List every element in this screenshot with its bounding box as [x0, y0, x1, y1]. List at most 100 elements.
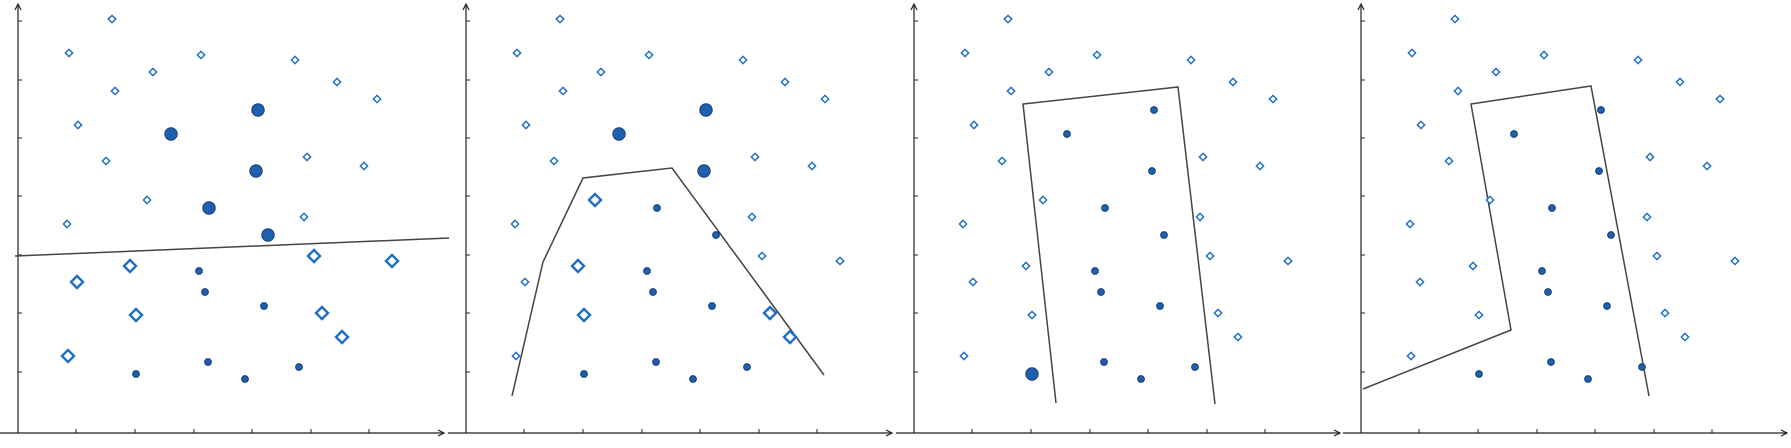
circle-point [1547, 358, 1555, 366]
circle-point [132, 370, 140, 378]
diamond-point [1539, 50, 1549, 60]
circle-point [201, 288, 209, 296]
diamond-point [107, 14, 117, 24]
y-axis-arrow [1357, 2, 1365, 11]
diamond-point [958, 219, 968, 229]
circle-point [1150, 106, 1158, 114]
circle-point-highlighted [612, 127, 626, 141]
diamond-point [1491, 67, 1501, 77]
diamond-point [1406, 351, 1416, 361]
diamond-point [747, 212, 757, 222]
diamond-point [1092, 50, 1102, 60]
panel-4 [1343, 2, 1789, 437]
decision-boundary [1362, 85, 1650, 397]
diamond-point [1283, 256, 1293, 266]
diamond-point [148, 67, 158, 77]
diamond-point [1205, 251, 1215, 261]
diamond-point [1186, 55, 1196, 65]
circle-point-highlighted [202, 201, 216, 215]
diamond-point [968, 277, 978, 287]
diamond-point [1485, 195, 1495, 205]
circle-point [1538, 267, 1546, 275]
circle-point [689, 375, 697, 383]
diamond-point-highlighted [128, 307, 144, 323]
circle-point [1191, 363, 1199, 371]
panel-3 [896, 2, 1342, 437]
diamond-point [332, 77, 342, 87]
circle-point [1510, 130, 1518, 138]
diamond-point [1660, 308, 1670, 318]
diamond-point [757, 251, 767, 261]
circle-point [1548, 204, 1556, 212]
circle-point [1595, 167, 1603, 175]
diamond-point [372, 94, 382, 104]
circle-point [580, 370, 588, 378]
diamond-point [101, 156, 111, 166]
circle-point [1097, 288, 1105, 296]
diamond-point [1468, 261, 1478, 271]
circle-point [1148, 167, 1156, 175]
diamond-point [1228, 77, 1238, 87]
diamond-point-highlighted [587, 192, 603, 208]
circle-point [708, 302, 716, 310]
diamond-point [62, 219, 72, 229]
diamond-point [520, 277, 530, 287]
diamond-point [302, 152, 312, 162]
diamond-point [1730, 256, 1740, 266]
diamond-point-highlighted [782, 329, 798, 345]
circle-point-highlighted [251, 103, 265, 117]
diamond-point [960, 48, 970, 58]
diamond-point [1444, 156, 1454, 166]
diamond-point [1675, 77, 1685, 87]
diamond-point [1405, 219, 1415, 229]
panels-group [0, 2, 1789, 437]
diamond-point-highlighted [69, 274, 85, 290]
circle-point [743, 363, 751, 371]
circle-point-highlighted [261, 228, 275, 242]
diamond-point [558, 86, 568, 96]
diamond-point [1642, 212, 1652, 222]
diamond-point [969, 120, 979, 130]
circle-point [1544, 288, 1552, 296]
circle-point [1638, 363, 1646, 371]
diamond-point [510, 219, 520, 229]
circle-point [260, 302, 268, 310]
diamond-point [807, 161, 817, 171]
circle-point [1091, 267, 1099, 275]
diamond-point [521, 120, 531, 130]
circle-point [712, 231, 720, 239]
diamond-point [1027, 310, 1037, 320]
circle-point [241, 375, 249, 383]
diamond-point [1702, 161, 1712, 171]
diamond-point [780, 77, 790, 87]
decision-boundary [1022, 86, 1216, 405]
diamond-point [1021, 261, 1031, 271]
diamond-point [1038, 195, 1048, 205]
diamond-point [511, 351, 521, 361]
circle-point [649, 288, 657, 296]
diamond-point [110, 86, 120, 96]
circle-point [653, 204, 661, 212]
diamond-point-highlighted [122, 258, 138, 274]
circle-point [643, 267, 651, 275]
circle-point [1137, 375, 1145, 383]
x-axis-arrow [1333, 429, 1342, 437]
y-axis-arrow [910, 2, 918, 11]
diamond-point-highlighted [314, 305, 330, 321]
diamond-point-highlighted [384, 253, 400, 269]
diamond-point [1652, 251, 1662, 261]
circle-point [1475, 370, 1483, 378]
diamond-point [1213, 308, 1223, 318]
diamond-point [1474, 310, 1484, 320]
diamond-point [1715, 94, 1725, 104]
diamond-point [1453, 86, 1463, 96]
circle-point-highlighted [164, 127, 178, 141]
diamond-point [1006, 86, 1016, 96]
diamond-point [196, 50, 206, 60]
diamond-point [738, 55, 748, 65]
diamond-point [997, 156, 1007, 166]
diamond-point [1407, 48, 1417, 58]
x-axis-arrow [885, 429, 894, 437]
decision-boundary [511, 167, 825, 397]
